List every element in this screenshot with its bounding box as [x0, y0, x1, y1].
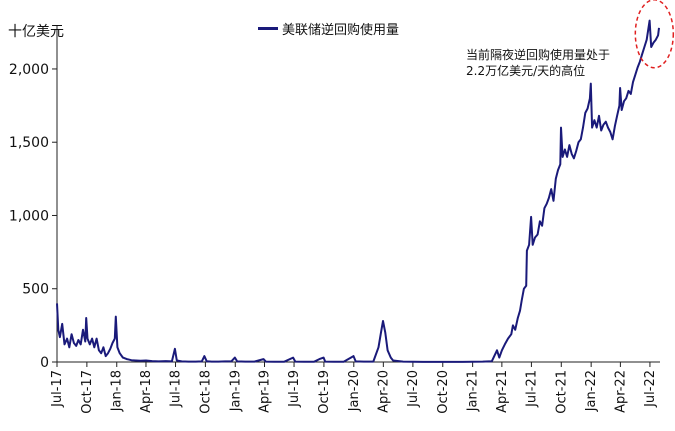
highlight-marker-group	[634, 0, 675, 69]
x-tick-label: Jul-19	[287, 370, 302, 408]
x-tick-label: Apr-19	[257, 370, 272, 413]
x-tick-label: Jul-22	[643, 370, 658, 408]
x-tick-label: Jan-18	[110, 370, 125, 412]
legend-label: 美联储逆回购使用量	[282, 23, 400, 38]
annotation-line-1: 当前隔夜逆回购使用量处于	[466, 48, 611, 62]
y-tick-label: 1,500	[9, 135, 49, 151]
x-tick-label: Jul-20	[406, 370, 421, 408]
x-tick-label: Jan-19	[228, 370, 243, 412]
x-tick-label: Jul-17	[50, 370, 65, 408]
x-tick-label: Jul-21	[524, 370, 539, 408]
x-tick-label: Oct-21	[554, 370, 569, 414]
x-tick-label: Oct-17	[80, 370, 95, 414]
y-axis-unit-label: 十亿美元	[8, 24, 64, 40]
x-tick-label: Oct-19	[317, 370, 332, 414]
x-tick-label: Apr-18	[139, 370, 154, 413]
y-tick-label: 500	[22, 282, 49, 298]
y-tick-label: 2,000	[9, 62, 49, 78]
x-tick-label: Oct-20	[436, 370, 451, 414]
annotation-line-2: 2.2万亿美元/天的高位	[466, 64, 586, 78]
y-tick-label: 0	[40, 355, 49, 371]
x-tick-label: Jul-18	[169, 370, 184, 408]
x-tick-label: Apr-21	[495, 370, 510, 413]
x-axis: Jul-17 Oct-17 Jan-18 Apr-18 Jul-18 Oct-18 Jan-…	[50, 361, 660, 414]
highlight-ellipse	[634, 0, 675, 69]
legend-swatch	[258, 27, 278, 30]
x-tick-label: Jan-21	[466, 370, 481, 412]
y-axis: 0 500 1,000 1,500 2,000	[9, 25, 58, 371]
y-tick-label: 1,000	[9, 208, 49, 224]
annotation: 当前隔夜逆回购使用量处于 2.2万亿美元/天的高位	[466, 47, 610, 79]
legend: 美联储逆回购使用量	[258, 19, 399, 38]
x-tick-label: Apr-20	[376, 370, 391, 413]
x-tick-label: Apr-22	[613, 370, 628, 413]
x-tick-label: Jan-20	[347, 370, 362, 412]
series-line	[56, 19, 660, 363]
x-tick-label: Oct-18	[198, 370, 213, 414]
x-tick-label: Jan-22	[584, 370, 599, 412]
series-group	[56, 19, 660, 363]
